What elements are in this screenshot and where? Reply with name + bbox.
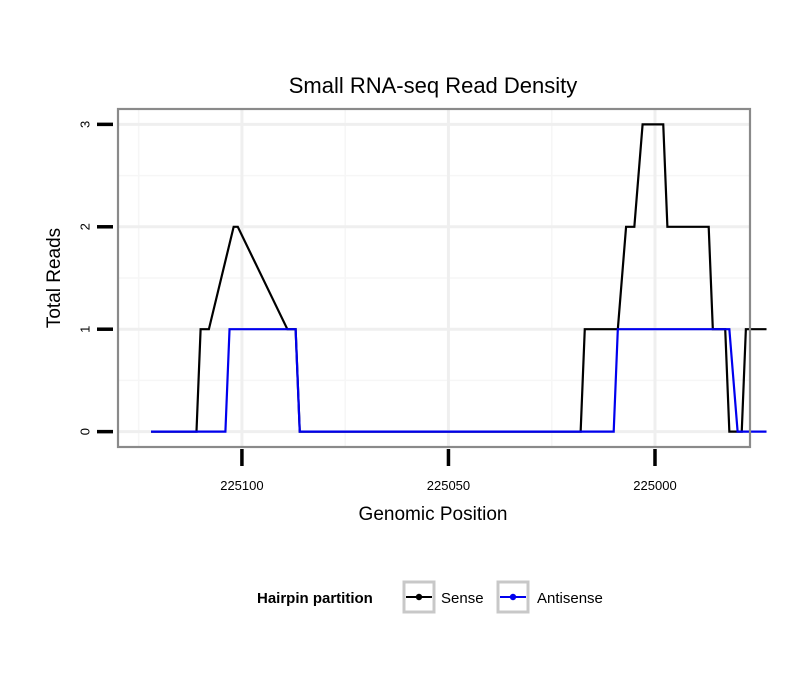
x-axis: 225100 225050 225000 bbox=[220, 449, 677, 493]
y-tick-label: 3 bbox=[78, 121, 93, 128]
chart-title: Small RNA-seq Read Density bbox=[289, 73, 578, 98]
x-tick-label: 225000 bbox=[633, 478, 676, 493]
legend-label-sense: Sense bbox=[441, 590, 484, 607]
legend-item-sense[interactable]: Sense bbox=[402, 580, 484, 614]
y-axis: 0 1 2 3 bbox=[78, 121, 113, 435]
legend-title: Hairpin partition bbox=[257, 590, 373, 607]
series-layer bbox=[151, 123, 767, 433]
legend: Hairpin partition Sense Antisense bbox=[257, 580, 603, 614]
grid-minor bbox=[118, 109, 750, 447]
y-tick-label: 2 bbox=[78, 223, 93, 230]
series-line-antisense bbox=[151, 328, 767, 433]
x-axis-title: Genomic Position bbox=[359, 504, 508, 525]
y-tick-label: 1 bbox=[78, 326, 93, 333]
y-axis-title: Total Reads bbox=[44, 228, 65, 328]
legend-item-antisense[interactable]: Antisense bbox=[496, 580, 603, 614]
plot-border bbox=[116, 107, 752, 449]
x-tick-label: 225050 bbox=[427, 478, 470, 493]
y-tick-label: 0 bbox=[78, 428, 93, 435]
legend-marker-sense bbox=[415, 593, 423, 601]
x-tick-label: 225100 bbox=[220, 478, 263, 493]
legend-label-antisense: Antisense bbox=[537, 590, 603, 607]
legend-marker-antisense bbox=[509, 593, 517, 601]
